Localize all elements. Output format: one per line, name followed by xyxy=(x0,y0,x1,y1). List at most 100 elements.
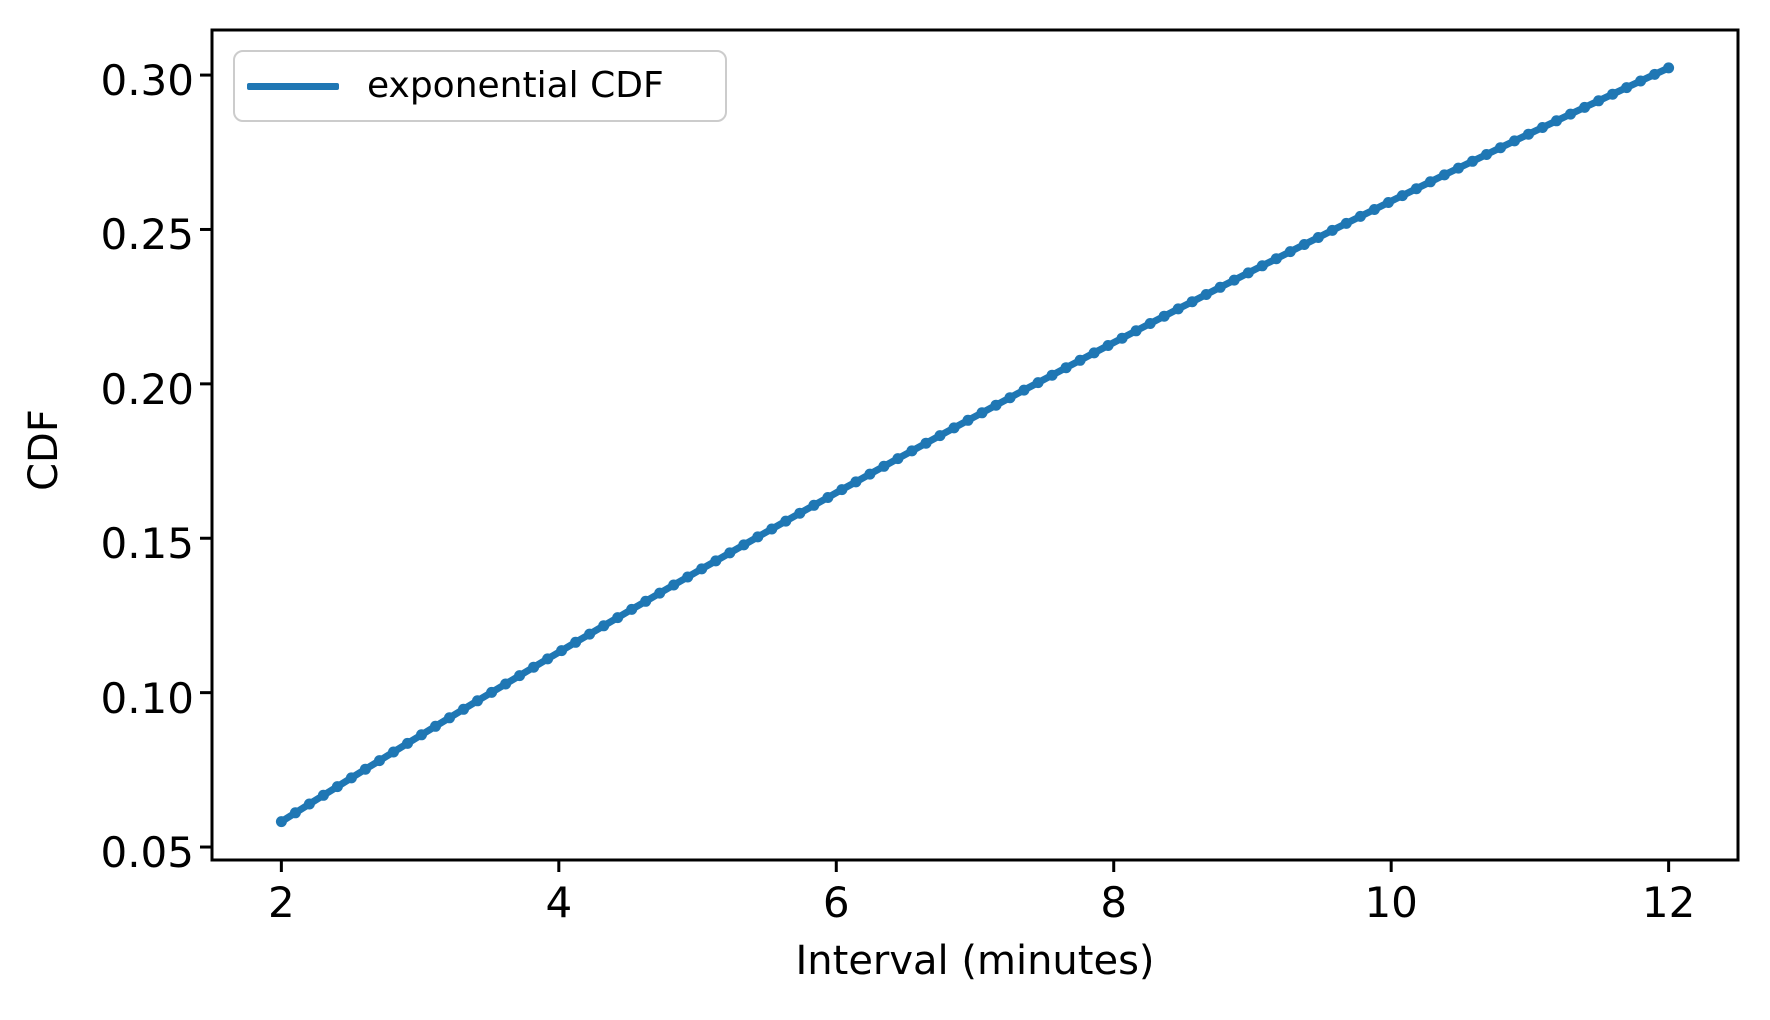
series-marker xyxy=(345,772,357,784)
series-marker xyxy=(1312,232,1324,243)
series-marker xyxy=(317,789,329,801)
y-tick-label: 0.15 xyxy=(100,519,194,569)
series-marker xyxy=(1186,296,1198,308)
series-marker xyxy=(1593,95,1605,107)
series-marker xyxy=(416,729,427,741)
series-marker xyxy=(1579,101,1591,113)
exponential-cdf-series xyxy=(275,62,1675,828)
series-marker xyxy=(990,399,1002,411)
series-marker xyxy=(542,653,554,665)
series-marker xyxy=(878,460,890,472)
series-marker xyxy=(626,603,638,615)
series-marker xyxy=(1523,128,1534,140)
series-marker xyxy=(514,670,526,682)
x-tick-label: 10 xyxy=(1364,878,1418,927)
series-marker xyxy=(738,539,750,551)
series-marker xyxy=(486,686,498,698)
x-tick-label: 8 xyxy=(1100,878,1128,927)
series-marker xyxy=(303,798,315,810)
series-marker xyxy=(948,422,960,434)
series-marker xyxy=(1102,340,1114,351)
series-marker xyxy=(359,763,371,775)
series-marker xyxy=(668,579,680,591)
series-marker xyxy=(458,703,469,715)
series-marker xyxy=(864,468,876,480)
series-marker xyxy=(1382,197,1394,208)
series-marker xyxy=(710,555,722,567)
series-marker xyxy=(444,712,455,724)
series-marker xyxy=(1032,377,1044,389)
series-marker xyxy=(570,636,582,648)
series-marker xyxy=(836,484,848,496)
series-marker xyxy=(1607,88,1619,100)
series-marker xyxy=(1537,122,1548,133)
series-marker xyxy=(794,507,806,519)
series-marker xyxy=(1242,267,1254,279)
y-tick-label: 0.10 xyxy=(100,673,194,723)
series-marker xyxy=(1509,135,1520,147)
series-marker xyxy=(1116,332,1128,344)
series-marker xyxy=(1354,210,1366,222)
axis-ticks xyxy=(200,73,1671,872)
series-marker xyxy=(976,407,988,419)
series-marker xyxy=(374,755,385,767)
series-marker xyxy=(822,492,834,503)
series-marker xyxy=(402,737,413,749)
legend-line-sample xyxy=(247,82,339,90)
series-marker xyxy=(1200,289,1212,300)
x-axis-label: Interval (minutes) xyxy=(795,938,1155,984)
series-marker xyxy=(1326,224,1338,236)
series-marker xyxy=(1046,369,1058,381)
series-marker xyxy=(612,612,624,624)
series-marker xyxy=(906,445,918,457)
series-marker xyxy=(289,807,301,819)
series-marker xyxy=(934,430,946,442)
series-marker xyxy=(1663,62,1675,74)
series-marker xyxy=(1018,384,1030,396)
series-marker xyxy=(1438,169,1450,181)
series-line xyxy=(279,64,1671,825)
legend: exponential CDF xyxy=(233,50,727,122)
series-marker xyxy=(1565,108,1576,120)
series-marker xyxy=(1130,325,1142,337)
y-tick-label: 0.30 xyxy=(100,56,194,106)
series-marker xyxy=(1396,190,1408,202)
series-marker xyxy=(1635,75,1647,87)
y-axis-label: CDF xyxy=(21,409,67,491)
series-marker xyxy=(766,523,778,535)
series-marker xyxy=(1649,68,1661,80)
series-marker xyxy=(1551,115,1562,127)
legend-label: exponential CDF xyxy=(367,65,664,106)
series-marker xyxy=(1452,162,1464,174)
series-marker xyxy=(1256,260,1268,272)
series-marker xyxy=(275,816,287,828)
x-tick-label: 12 xyxy=(1641,878,1696,927)
series-marker xyxy=(682,571,694,583)
series-marker xyxy=(850,476,862,488)
series-marker xyxy=(962,414,974,426)
series-marker xyxy=(331,781,343,793)
series-marker xyxy=(1368,204,1380,215)
x-tick-label: 6 xyxy=(822,878,850,927)
series-marker xyxy=(892,453,904,465)
series-marker xyxy=(1228,274,1240,286)
series-marker xyxy=(1467,155,1478,167)
series-marker xyxy=(1424,176,1436,188)
series-marker xyxy=(1481,149,1492,160)
series-marker xyxy=(1270,253,1282,265)
x-tick-label: 4 xyxy=(545,878,573,927)
series-marker xyxy=(1410,183,1422,195)
series-marker xyxy=(808,499,820,511)
series-marker xyxy=(654,587,666,599)
series-marker xyxy=(1214,281,1226,293)
y-tick-label: 0.25 xyxy=(100,210,194,260)
series-marker xyxy=(1158,310,1170,322)
series-marker xyxy=(472,695,483,707)
y-tick-label: 0.05 xyxy=(100,828,194,878)
series-marker xyxy=(1298,239,1310,250)
series-marker xyxy=(528,661,540,673)
series-marker xyxy=(500,678,512,690)
series-marker xyxy=(696,563,708,575)
series-marker xyxy=(1074,354,1086,366)
